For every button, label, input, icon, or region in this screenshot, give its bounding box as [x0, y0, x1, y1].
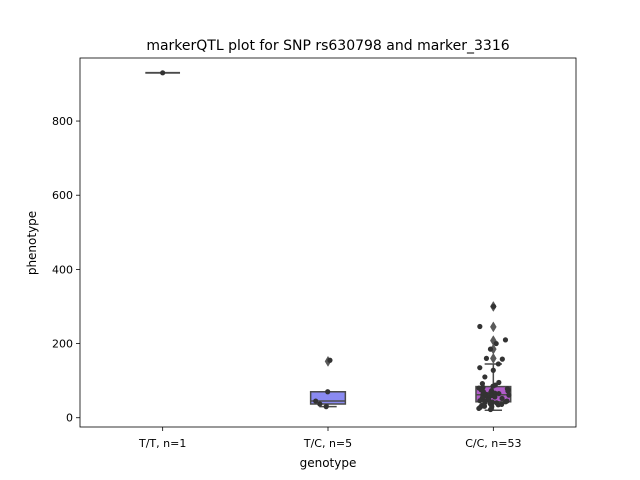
- x-axis-label: genotype: [300, 456, 357, 470]
- data-point: [325, 389, 331, 395]
- data-point: [499, 395, 505, 402]
- strip-points: [313, 357, 333, 410]
- data-point: [496, 391, 502, 397]
- outlier-marker: [490, 321, 497, 333]
- x-tick-label: T/C, n=5: [303, 437, 352, 450]
- data-point: [477, 365, 483, 371]
- y-tick-label: 400: [52, 263, 73, 276]
- data-point: [487, 406, 494, 413]
- data-point: [160, 70, 166, 76]
- y-axis: 0 200 400 600 800: [52, 115, 80, 425]
- y-tick-label: 800: [52, 115, 73, 128]
- data-point: [503, 399, 509, 405]
- data-point: [495, 361, 501, 367]
- data-point: [506, 392, 512, 398]
- outlier-marker: [490, 352, 497, 364]
- data-point: [483, 355, 490, 361]
- data-point: [493, 340, 499, 347]
- x-tick-label: C/C, n=53: [465, 437, 521, 450]
- data-point: [502, 337, 509, 343]
- data-point: [482, 374, 488, 380]
- data-point: [505, 388, 511, 394]
- y-tick-label: 0: [66, 412, 73, 425]
- data-point: [327, 357, 333, 363]
- data-point: [487, 346, 494, 352]
- data-point: [476, 405, 482, 412]
- data-point: [496, 379, 502, 386]
- y-tick-label: 200: [52, 338, 73, 351]
- data-point: [477, 398, 483, 404]
- data-point: [490, 383, 496, 389]
- data-point: [323, 404, 329, 410]
- data-point: [313, 398, 319, 404]
- data-point: [490, 303, 497, 310]
- y-tick-label: 600: [52, 189, 73, 202]
- data-point: [481, 403, 488, 409]
- strip-points: [160, 70, 166, 76]
- x-tick-label: T/T, n=1: [138, 437, 186, 450]
- data-point: [490, 367, 496, 373]
- data-point: [477, 323, 483, 330]
- data-point: [317, 401, 323, 407]
- data-point: [492, 394, 498, 400]
- data-point: [495, 402, 501, 408]
- y-axis-label: phenotype: [25, 211, 39, 275]
- strip-points: [476, 303, 512, 413]
- x-axis: T/T, n=1 T/C, n=5 C/C, n=53: [138, 427, 521, 450]
- chart-title: markerQTL plot for SNP rs630798 and mark…: [146, 38, 509, 54]
- plot-area: [145, 70, 512, 413]
- data-point: [499, 356, 505, 362]
